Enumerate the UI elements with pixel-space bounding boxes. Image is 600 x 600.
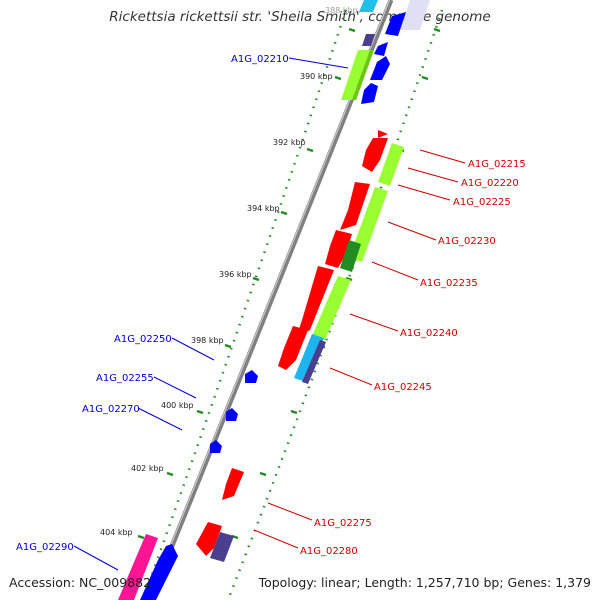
cds-arrow[interactable]: [362, 34, 375, 46]
gene-label[interactable]: A1G_02270: [82, 404, 140, 415]
leader-lines-minus: [73, 57, 349, 571]
tick-marks: [137, 27, 441, 540]
kbp-label: 396 kbp: [219, 270, 252, 279]
feature-cluster-middle: [278, 130, 404, 384]
gene-label[interactable]: A1G_02225: [453, 197, 511, 208]
gene-label[interactable]: A1G_02240: [400, 328, 458, 339]
function-bar[interactable]: [359, 0, 378, 12]
kbp-label: 402 kbp: [131, 464, 164, 473]
tick-track-outer: [141, 9, 348, 600]
leader-lines-plus: [253, 149, 466, 549]
function-bar[interactable]: [378, 143, 404, 186]
accession-text: Accession: NC_009882: [9, 575, 152, 590]
kbp-label: 394 kbp: [247, 204, 280, 213]
gene-label[interactable]: A1G_02275: [314, 518, 372, 529]
feature-cluster-lower: [196, 468, 244, 562]
function-bar[interactable]: [340, 240, 361, 272]
kbp-label: 390 kbp: [300, 72, 333, 81]
cds-arrow[interactable]: [374, 42, 388, 56]
feature-cluster-top: [341, 0, 430, 104]
cds-arrow[interactable]: [140, 544, 178, 600]
function-bar-edge: [352, 50, 374, 100]
kbp-labels: 388 kbp 390 kbp 392 kbp 394 kbp 396 kbp …: [100, 6, 358, 537]
kbp-label: 400 kbp: [161, 401, 194, 410]
cds-arrow[interactable]: [196, 522, 222, 556]
cds-arrow[interactable]: [385, 12, 406, 36]
cds-arrow[interactable]: [245, 370, 258, 383]
feature-cluster-bottom: [118, 534, 178, 600]
gene-label[interactable]: A1G_02215: [468, 159, 526, 170]
gene-label[interactable]: A1G_02230: [438, 236, 496, 247]
cds-arrow[interactable]: [362, 138, 388, 172]
function-bar[interactable]: [312, 276, 351, 340]
kbp-label: 392 kbp: [273, 138, 306, 147]
kbp-label: 404 kbp: [100, 528, 133, 537]
feature-cluster-minus: [210, 370, 258, 453]
cds-arrow[interactable]: [325, 230, 352, 268]
gene-label[interactable]: A1G_02290: [16, 542, 74, 553]
function-bar[interactable]: [400, 0, 430, 30]
gene-label[interactable]: A1G_02280: [300, 546, 358, 557]
cds-arrow[interactable]: [222, 468, 244, 500]
gene-label[interactable]: A1G_02250: [114, 334, 172, 345]
cds-arrow[interactable]: [210, 440, 222, 453]
cds-arrow[interactable]: [296, 266, 334, 338]
cds-arrow[interactable]: [370, 56, 390, 80]
gene-label[interactable]: A1G_02235: [420, 278, 478, 289]
kbp-label: 398 kbp: [191, 336, 224, 345]
gene-label[interactable]: A1G_02220: [461, 178, 519, 189]
cds-arrow[interactable]: [340, 182, 370, 230]
function-bar[interactable]: [210, 532, 234, 562]
cds-arrow[interactable]: [226, 408, 238, 421]
function-bar[interactable]: [294, 334, 324, 382]
gene-label[interactable]: A1G_02210: [231, 54, 289, 65]
cds-arrow[interactable]: [378, 130, 388, 138]
genome-summary-text: Topology: linear; Length: 1,257,710 bp; …: [258, 575, 591, 590]
cds-arrow[interactable]: [278, 326, 308, 370]
labels-minus: A1G_02210 A1G_02250 A1G_02255 A1G_02270 …: [16, 54, 289, 553]
gene-label[interactable]: A1G_02245: [374, 382, 432, 393]
function-bar[interactable]: [118, 534, 158, 600]
kbp-label: 388 kbp: [325, 6, 358, 15]
gene-label[interactable]: A1G_02255: [96, 373, 154, 384]
labels-plus: A1G_02215 A1G_02220 A1G_02225 A1G_02230 …: [300, 159, 526, 557]
cds-arrow[interactable]: [361, 83, 378, 104]
function-bar[interactable]: [302, 340, 326, 384]
